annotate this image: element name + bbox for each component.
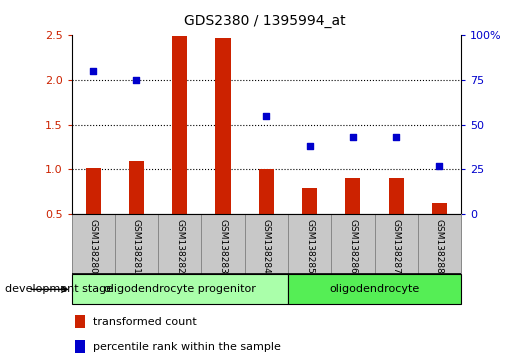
Point bbox=[435, 163, 444, 169]
Bar bbox=[172, 36, 187, 259]
Bar bbox=[388, 178, 404, 259]
Text: GSM138281: GSM138281 bbox=[132, 219, 141, 274]
Bar bbox=[432, 204, 447, 259]
Text: GSM138280: GSM138280 bbox=[89, 219, 98, 274]
Bar bbox=[72, 274, 288, 304]
Bar bbox=[75, 315, 85, 328]
Point bbox=[349, 135, 357, 140]
Point bbox=[132, 77, 141, 83]
Point bbox=[89, 68, 98, 74]
Point bbox=[262, 113, 270, 119]
Text: development stage: development stage bbox=[5, 284, 113, 295]
Text: oligodendrocyte progenitor: oligodendrocyte progenitor bbox=[104, 284, 255, 295]
Bar bbox=[245, 214, 288, 274]
Bar bbox=[201, 214, 245, 274]
Text: percentile rank within the sample: percentile rank within the sample bbox=[93, 342, 281, 352]
Text: oligodendrocyte: oligodendrocyte bbox=[330, 284, 420, 295]
Text: GSM138282: GSM138282 bbox=[175, 219, 184, 274]
Bar bbox=[418, 214, 461, 274]
Point bbox=[392, 135, 401, 140]
Text: transformed count: transformed count bbox=[93, 317, 197, 327]
Text: GSM138288: GSM138288 bbox=[435, 219, 444, 274]
Bar bbox=[86, 168, 101, 259]
Bar bbox=[288, 214, 331, 274]
Bar bbox=[346, 178, 360, 259]
Bar bbox=[75, 340, 85, 353]
Text: GSM138283: GSM138283 bbox=[218, 219, 227, 274]
Bar bbox=[302, 188, 317, 259]
Text: GSM138286: GSM138286 bbox=[348, 219, 357, 274]
Bar bbox=[129, 161, 144, 259]
Bar bbox=[288, 274, 461, 304]
Bar bbox=[158, 214, 201, 274]
Bar bbox=[375, 214, 418, 274]
Bar bbox=[72, 214, 115, 274]
Text: GSM138284: GSM138284 bbox=[262, 219, 271, 274]
Bar bbox=[216, 38, 231, 259]
Point bbox=[305, 143, 314, 149]
Text: GSM138287: GSM138287 bbox=[392, 219, 401, 274]
Bar bbox=[331, 214, 375, 274]
Bar bbox=[259, 170, 274, 259]
Bar bbox=[115, 214, 158, 274]
Text: GSM138285: GSM138285 bbox=[305, 219, 314, 274]
Text: GDS2380 / 1395994_at: GDS2380 / 1395994_at bbox=[184, 14, 346, 28]
